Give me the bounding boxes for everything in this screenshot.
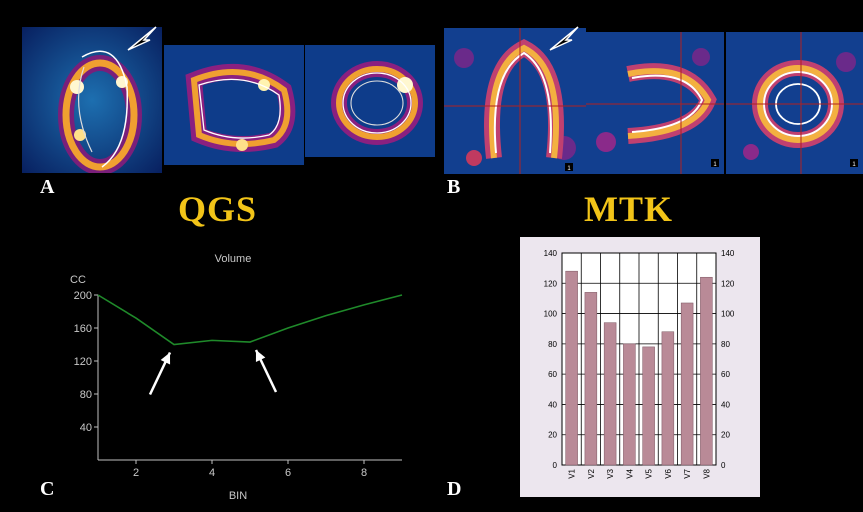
x-tick-label: 2 <box>133 467 139 479</box>
frame-marker-3: 1 <box>852 162 856 168</box>
category-label: V5 <box>645 468 654 478</box>
category-label: V8 <box>702 468 711 478</box>
bar-v1 <box>565 270 578 466</box>
y-axis-label: CC <box>70 274 86 286</box>
x-tick-label: 6 <box>285 467 291 479</box>
mtk-spect-image-1: 1 <box>444 28 586 174</box>
panel-label-a: A <box>40 176 55 198</box>
bar-v4 <box>623 343 636 466</box>
y-tick-label-right: 60 <box>721 370 730 379</box>
volume-curve-chart: Volume CC BIN 40 80 120 160 200 2 4 6 8 <box>70 253 403 502</box>
volume-series-line <box>97 294 403 346</box>
end-systole-arrow-left <box>148 351 172 396</box>
x-tick-label: 4 <box>209 467 215 479</box>
category-label: V2 <box>587 468 596 478</box>
y-tick-label-right: 20 <box>721 431 730 440</box>
category-label: V4 <box>625 468 634 478</box>
y-tick-label-left: 140 <box>544 249 558 258</box>
y-tick-label-left: 120 <box>544 279 558 288</box>
x-tick-label: 8 <box>361 467 367 479</box>
category-label: V7 <box>683 468 692 478</box>
panel-label-d: D <box>447 478 462 500</box>
panel-label-b: B <box>447 176 461 198</box>
y-tick-label: 40 <box>80 422 92 434</box>
bar-v8 <box>700 276 713 466</box>
y-tick-label-right: 40 <box>721 400 730 409</box>
y-tick-label-left: 40 <box>548 400 557 409</box>
frame-marker-2: 1 <box>713 162 717 168</box>
qgs-slice-short-axis <box>305 45 435 157</box>
method-title-mtk: MTK <box>584 189 673 229</box>
method-title-qgs: QGS <box>178 189 258 229</box>
volume-bar-chart: 0 20 40 60 80 100 120 140 0 20 40 60 80 100 120 140 V1 V… <box>544 249 735 479</box>
y-tick-label-left: 80 <box>548 340 557 349</box>
frame-marker-1: 1 <box>567 166 571 172</box>
y-tick-label-right: 120 <box>721 279 735 288</box>
category-label: V3 <box>606 468 615 478</box>
y-tick-label: 200 <box>74 290 92 302</box>
mtk-spect-image-3: 1 <box>726 32 863 174</box>
category-label: V1 <box>568 468 577 478</box>
qgs-slice-vertical-long-axis <box>164 45 304 165</box>
arrowhead-marker-b <box>546 24 582 59</box>
y-tick-label: 160 <box>74 323 92 335</box>
category-label: V6 <box>664 468 673 478</box>
y-tick-label-left: 60 <box>548 370 557 379</box>
bar-v7 <box>680 302 694 466</box>
chart-title: Volume <box>215 253 252 265</box>
end-systole-arrow-right <box>254 349 278 393</box>
y-tick-label-left: 100 <box>544 310 558 319</box>
mtk-spect-image-2: 1 <box>586 32 724 174</box>
y-tick-label-left: 0 <box>553 461 558 470</box>
qgs-spect-image-3 <box>305 45 435 157</box>
bar-v6 <box>661 331 675 466</box>
bar-v5 <box>642 346 655 466</box>
y-tick-label: 120 <box>74 356 92 368</box>
y-tick-label-right: 100 <box>721 310 735 319</box>
y-tick-label: 80 <box>80 389 92 401</box>
arrowhead-marker-a <box>124 24 160 59</box>
qgs-spect-image-1 <box>22 27 162 173</box>
mtk-slice-short-axis: 1 <box>726 32 863 174</box>
y-tick-label-right: 80 <box>721 340 730 349</box>
y-tick-label-left: 20 <box>548 431 557 440</box>
panel-label-c: C <box>40 478 55 500</box>
y-tick-label-right: 140 <box>721 249 735 258</box>
y-tick-label-right: 0 <box>721 461 726 470</box>
bar-v2 <box>584 292 598 466</box>
qgs-slice-horizontal-long-axis <box>22 27 162 173</box>
bar-v3 <box>603 322 617 466</box>
x-axis-label: BIN <box>229 490 247 502</box>
qgs-spect-image-2 <box>164 45 304 165</box>
mtk-slice-horizontal-long-axis: 1 <box>444 28 586 174</box>
mtk-slice-vertical-long-axis: 1 <box>586 32 724 174</box>
